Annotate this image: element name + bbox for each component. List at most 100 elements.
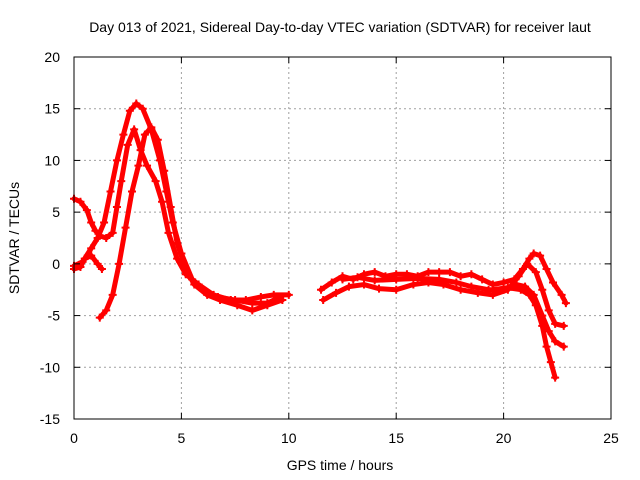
- data-point-marker: [108, 228, 117, 237]
- y-tick-label: 20: [44, 49, 60, 65]
- data-point-marker: [97, 265, 106, 274]
- data-point-marker: [106, 187, 115, 196]
- y-axis-label: SDTVAR / TECUs: [6, 182, 22, 294]
- data-point-marker: [546, 358, 555, 367]
- plot-frame: [73, 56, 612, 420]
- data-point-marker: [516, 285, 525, 294]
- data-point-marker: [93, 234, 102, 242]
- data-point-marker: [102, 306, 111, 315]
- data-point-marker: [370, 276, 379, 285]
- data-point-marker: [248, 299, 257, 308]
- data-point-marker: [76, 262, 85, 271]
- data-point-marker: [160, 166, 169, 175]
- data-point-marker: [95, 313, 104, 322]
- data-point-marker: [523, 259, 532, 268]
- data-point-marker: [319, 296, 328, 305]
- data-point-marker: [538, 285, 547, 294]
- data-point-marker: [138, 104, 147, 113]
- y-tick-label: -10: [40, 359, 60, 375]
- data-point-marker: [435, 268, 444, 277]
- data-point-marker: [557, 290, 566, 299]
- y-tick-label: 15: [44, 101, 60, 117]
- data-point-marker: [108, 290, 117, 299]
- data-point-marker: [332, 288, 341, 297]
- data-point-marker: [151, 177, 160, 186]
- data-point-marker: [121, 223, 130, 232]
- data-point-marker: [115, 259, 124, 268]
- data-point-marker: [531, 301, 540, 310]
- data-point-marker: [87, 251, 96, 260]
- data-point-marker: [452, 278, 461, 287]
- data-point-marker: [456, 272, 465, 281]
- data-point-marker: [435, 275, 444, 284]
- data-point-marker: [353, 273, 362, 282]
- data-point-marker: [87, 218, 96, 227]
- data-point-marker: [158, 197, 167, 206]
- data-point-marker: [478, 275, 487, 284]
- data-point-marker: [327, 278, 336, 287]
- data-point-marker: [551, 337, 560, 346]
- data-point-marker: [80, 254, 89, 263]
- data-point-marker: [559, 342, 568, 351]
- series-trace-2: [70, 99, 285, 308]
- y-tick-label: 10: [44, 152, 60, 168]
- data-point-marker: [542, 342, 551, 351]
- data-point-marker: [503, 283, 512, 292]
- data-point-marker: [488, 285, 497, 294]
- data-point-marker: [203, 290, 212, 299]
- data-point-marker: [93, 259, 102, 268]
- data-point-marker: [112, 156, 121, 165]
- data-point-marker: [130, 125, 139, 134]
- series-trace-6: [319, 259, 568, 330]
- data-point-marker: [538, 321, 547, 330]
- data-point-marker: [338, 275, 347, 284]
- data-point-marker: [542, 265, 551, 274]
- data-point-marker: [119, 130, 128, 139]
- data-point-marker: [551, 373, 560, 382]
- data-point-marker: [375, 284, 384, 293]
- data-point-marker: [499, 278, 508, 287]
- data-point-marker: [549, 278, 558, 287]
- data-point-marker: [140, 130, 149, 139]
- data-point-marker: [551, 319, 560, 328]
- data-point-marker: [87, 244, 96, 253]
- data-point-marker: [82, 206, 91, 215]
- data-point-marker: [216, 296, 225, 305]
- data-point-marker: [456, 285, 465, 294]
- data-point-marker: [392, 285, 401, 294]
- data-point-marker: [173, 239, 182, 248]
- data-point-marker: [409, 280, 418, 289]
- x-tick-label: 20: [496, 430, 512, 446]
- x-tick-label: 15: [388, 430, 404, 446]
- data-point-marker: [392, 275, 401, 284]
- x-tick-label: 25: [603, 430, 619, 446]
- data-point-marker: [536, 251, 545, 260]
- data-point-marker: [544, 306, 553, 315]
- x-axis-label: GPS time / hours: [287, 457, 394, 473]
- x-tick-label: 5: [178, 430, 186, 446]
- data-point-marker: [112, 202, 121, 211]
- data-point-marker: [413, 274, 422, 283]
- data-point-marker: [102, 234, 111, 242]
- data-point-marker: [153, 135, 162, 144]
- data-point-marker: [559, 321, 568, 330]
- data-point-marker: [127, 187, 136, 196]
- data-point-marker: [467, 282, 476, 291]
- data-point-marker: [190, 280, 199, 289]
- data-point-marker: [164, 228, 173, 237]
- data-point-marker: [248, 306, 257, 315]
- data-point-marker: [359, 280, 368, 289]
- data-point-marker: [370, 268, 379, 277]
- data-point-marker: [134, 161, 143, 170]
- data-point-marker: [467, 270, 476, 279]
- x-tick-label: 10: [281, 430, 297, 446]
- y-tick-label: 0: [52, 256, 60, 272]
- series-trace-8: [488, 283, 560, 382]
- axis-ticks: [73, 56, 612, 420]
- chart-title: Day 013 of 2021, Sidereal Day-to-day VTE…: [89, 19, 591, 35]
- data-point-marker: [125, 106, 134, 115]
- data-point-marker: [344, 282, 353, 291]
- data-point-marker: [278, 296, 287, 305]
- x-tick-label: 0: [70, 430, 78, 446]
